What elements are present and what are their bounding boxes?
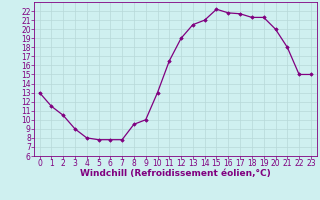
- X-axis label: Windchill (Refroidissement éolien,°C): Windchill (Refroidissement éolien,°C): [80, 169, 271, 178]
